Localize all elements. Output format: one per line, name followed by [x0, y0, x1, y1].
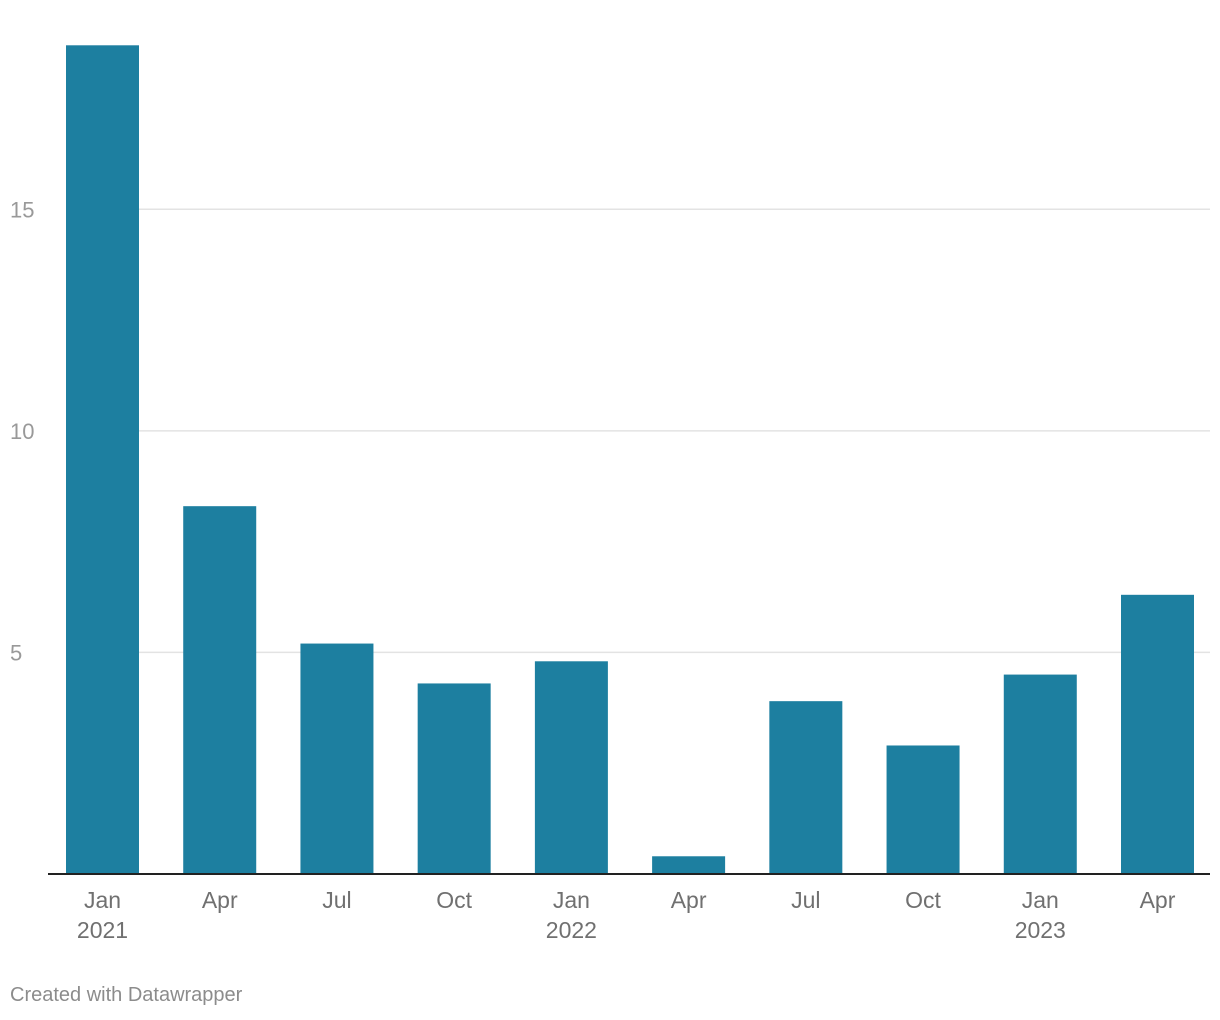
x-tick-label: Jul: [791, 887, 820, 913]
x-tick-label: Apr: [1140, 887, 1176, 913]
x-tick-label: Jul: [322, 887, 351, 913]
x-tick-label: Oct: [905, 887, 941, 913]
y-axis-tick-labels: 5 10 15: [10, 197, 34, 665]
x-tick-label: Apr: [202, 887, 238, 913]
x-tick-year-label: 2021: [77, 917, 128, 943]
y-tick-label: 5: [10, 640, 22, 665]
bar: [769, 701, 843, 874]
x-tick-label: Apr: [671, 887, 707, 913]
bar: [1121, 594, 1194, 874]
bar: [1003, 674, 1077, 874]
x-tick-year-label: 2022: [546, 917, 597, 943]
x-tick-label: Oct: [436, 887, 472, 913]
credit-text: Created with Datawrapper: [10, 984, 243, 1006]
bar: [66, 45, 139, 874]
x-tick-year-label: 2023: [1015, 917, 1066, 943]
bar: [534, 661, 608, 874]
bar: [300, 643, 374, 874]
x-tick-label: Jan: [1022, 887, 1059, 913]
y-tick-label: 10: [10, 419, 34, 444]
bar: [652, 856, 726, 874]
y-tick-label: 15: [10, 197, 34, 222]
bar: [417, 683, 491, 874]
bars: [66, 45, 1194, 874]
bar: [183, 506, 257, 874]
gridlines: [138, 208, 1210, 654]
x-tick-label: Jan: [553, 887, 590, 913]
bar: [886, 745, 960, 874]
x-axis-tick-labels: Jan 2021 Apr Jul Oct Jan 2022 Apr Jul Oct Jan 2023 A…: [77, 887, 1176, 943]
x-tick-label: Jan: [84, 887, 121, 913]
